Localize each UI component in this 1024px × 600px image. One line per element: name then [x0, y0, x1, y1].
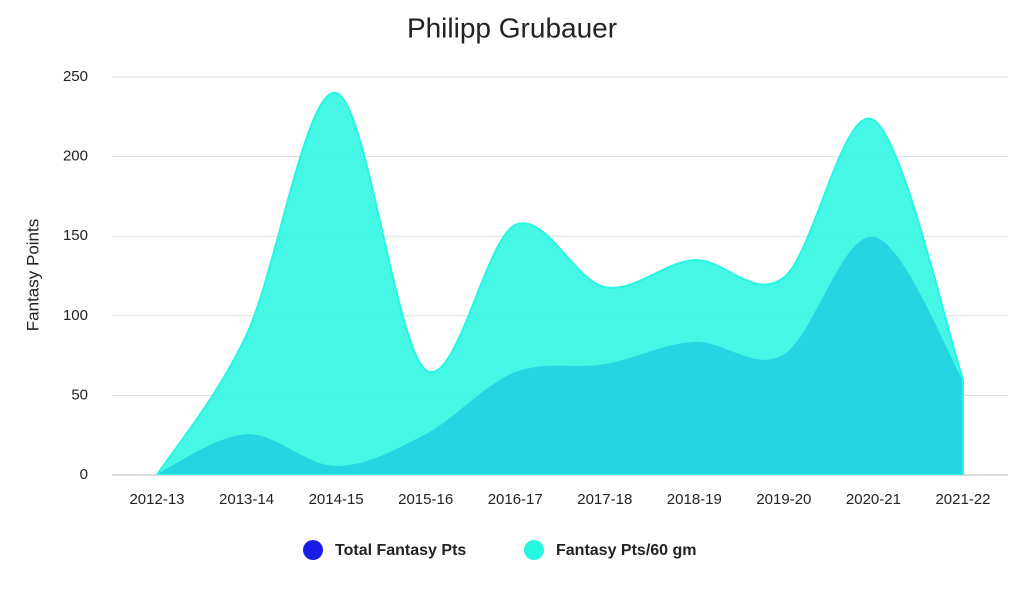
areas — [155, 91, 964, 475]
x-tick-label: 2018-19 — [667, 491, 722, 508]
legend-label: Total Fantasy Pts — [335, 542, 466, 559]
y-tick-label: 50 — [71, 386, 88, 403]
x-tick-label: 2019-20 — [756, 491, 811, 508]
labels: 0 50 100 150 200 250 2012-13 2013-14 2014-15 2015… — [63, 68, 991, 560]
x-tick-label: 2013-14 — [219, 491, 274, 508]
y-tick-label: 150 — [63, 227, 88, 244]
y-tick-label: 250 — [63, 68, 88, 85]
x-tick-label: 2015-16 — [398, 491, 453, 508]
x-tick-label: 2016-17 — [488, 491, 543, 508]
x-tick-label: 2017-18 — [577, 491, 632, 508]
y-tick-label: 100 — [63, 307, 88, 324]
legend-marker — [524, 540, 544, 560]
y-tick-label: 200 — [63, 148, 88, 165]
area — [155, 91, 964, 475]
y-tick-label: 0 — [80, 466, 88, 483]
chart-title: Philipp Grubauer — [407, 12, 617, 43]
x-tick-label: 2020-21 — [846, 491, 901, 508]
x-tick-label: 2014-15 — [309, 491, 364, 508]
legend-label: Fantasy Pts/60 gm — [556, 542, 697, 559]
x-tick-label: 2012-13 — [129, 491, 184, 508]
legend-marker — [303, 540, 323, 560]
y-axis-label: Fantasy Points — [23, 219, 42, 331]
x-tick-label: 2021-22 — [935, 491, 990, 508]
